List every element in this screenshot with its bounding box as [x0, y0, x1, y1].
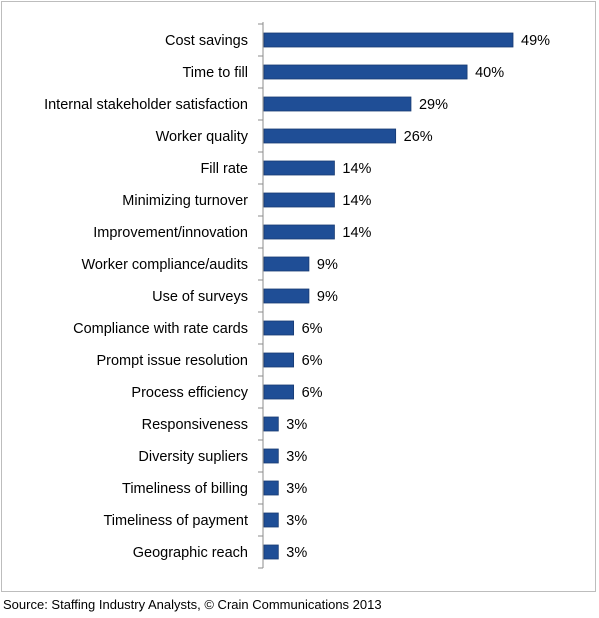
category-label: Prompt issue resolution — [96, 353, 248, 369]
bar — [263, 224, 335, 240]
data-label: 6% — [302, 385, 323, 401]
bar — [263, 448, 279, 464]
category-label: Process efficiency — [131, 385, 248, 401]
category-label: Improvement/innovation — [93, 225, 248, 241]
category-label: Time to fill — [182, 65, 248, 81]
bar — [263, 192, 335, 208]
data-label: 9% — [317, 289, 338, 305]
category-label: Fill rate — [200, 161, 248, 177]
category-label: Compliance with rate cards — [73, 321, 248, 337]
category-label: Use of surveys — [152, 289, 248, 305]
bar — [263, 96, 412, 112]
data-label: 14% — [342, 193, 371, 209]
source-note: Source: Staffing Industry Analysts, © Cr… — [3, 597, 382, 612]
data-label: 49% — [521, 33, 550, 49]
bar-chart: Cost savings 49% Time to fill 40% Internal s… — [44, 22, 550, 569]
bar — [263, 512, 279, 528]
bar — [263, 288, 310, 304]
category-label: Internal stakeholder satisfaction — [44, 97, 248, 113]
category-label: Worker compliance/audits — [81, 257, 248, 273]
category-label: Worker quality — [156, 129, 249, 145]
data-label: 14% — [342, 225, 371, 241]
bar — [263, 32, 514, 48]
data-label: 29% — [419, 97, 448, 113]
data-label: 3% — [286, 481, 307, 497]
data-label: 6% — [302, 353, 323, 369]
category-label: Responsiveness — [142, 417, 248, 433]
data-label: 3% — [286, 545, 307, 561]
data-label: 3% — [286, 449, 307, 465]
data-label: 40% — [475, 65, 504, 81]
bar — [263, 256, 310, 272]
bar — [263, 160, 335, 176]
bar — [263, 352, 295, 368]
data-label: 9% — [317, 257, 338, 273]
data-label: 3% — [286, 513, 307, 529]
category-label: Timeliness of payment — [103, 513, 248, 529]
category-label: Geographic reach — [133, 545, 248, 561]
category-label: Cost savings — [165, 33, 248, 49]
bar — [263, 544, 279, 560]
bar — [263, 384, 295, 400]
category-label: Minimizing turnover — [122, 193, 248, 209]
category-label: Diversity supliers — [138, 449, 248, 465]
bar — [263, 480, 279, 496]
bar — [263, 416, 279, 432]
data-label: 26% — [404, 129, 433, 145]
bar — [263, 320, 295, 336]
data-label: 6% — [302, 321, 323, 337]
bar — [263, 64, 468, 80]
category-label: Timeliness of billing — [122, 481, 248, 497]
data-label: 14% — [342, 161, 371, 177]
data-label: 3% — [286, 417, 307, 433]
bar — [263, 128, 397, 144]
